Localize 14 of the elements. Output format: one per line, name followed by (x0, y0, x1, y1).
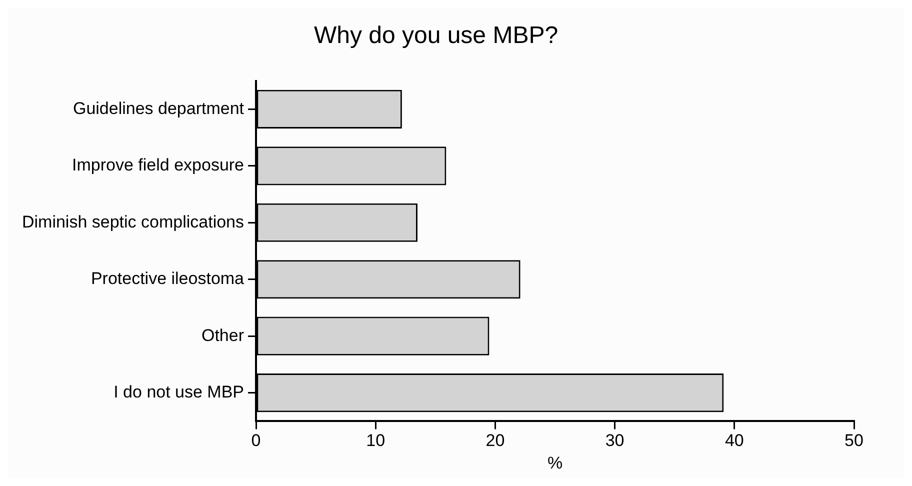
x-tick-label: 20 (486, 431, 505, 450)
y-tick-label: Guidelines department (72, 98, 244, 118)
x-tick-label: 0 (251, 431, 261, 450)
y-tick-label: Protective ileostoma (90, 269, 245, 288)
x-tick-label: 30 (605, 431, 624, 450)
y-tick-label: Diminish septic complications (22, 212, 244, 232)
y-tick-label: I do not use MBP (114, 382, 244, 402)
chart-title: Why do you use MBP? (314, 22, 558, 50)
x-tick-label: 10 (366, 431, 386, 450)
y-tick-label: Other (201, 326, 244, 345)
x-tick-label: 50 (844, 431, 864, 450)
x-axis-title: % (547, 453, 563, 472)
y-tick-label: Improve field exposure (72, 156, 244, 175)
x-tick-label: 40 (724, 431, 744, 450)
